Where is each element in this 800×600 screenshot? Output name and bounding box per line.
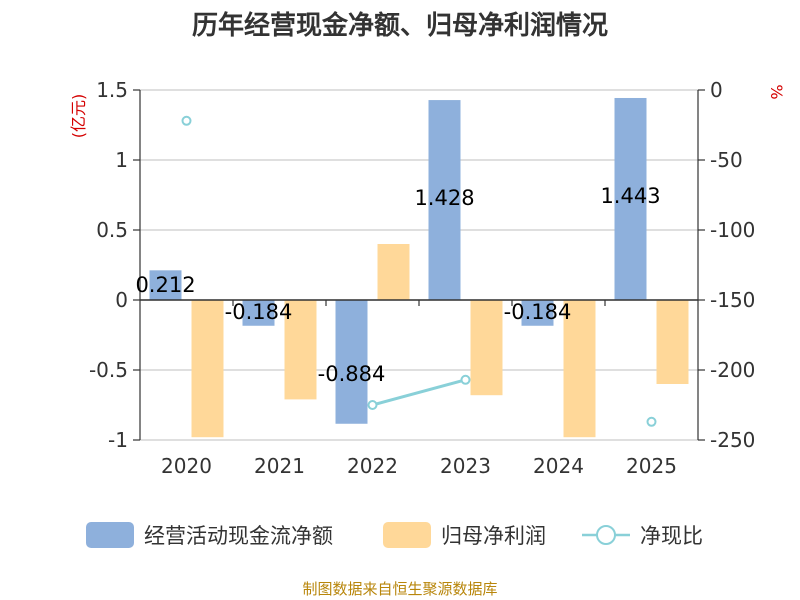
x-tick-label: 2023 [440, 454, 491, 478]
right-tick-label: -100 [710, 218, 755, 242]
left-tick-label: 0 [115, 288, 128, 312]
right-tick-label: -250 [710, 428, 755, 452]
x-axis-ticks: 2020 2021 2022 2023 2024 2025 [161, 300, 677, 478]
right-tick-label: 0 [710, 78, 723, 102]
cashflow-value-label: 0.212 [135, 273, 195, 297]
right-tick-label: -50 [710, 148, 743, 172]
legend: 经营活动现金流净额 归母净利润 净现比 [86, 522, 703, 548]
x-tick-label: 2020 [161, 454, 212, 478]
source-note: 制图数据来自恒生聚源数据库 [302, 580, 497, 598]
cashflow-value-label: -0.184 [504, 300, 572, 324]
ratio-point [460, 374, 471, 385]
cashflow-value-label: -0.884 [318, 362, 386, 386]
cashflow-bar [335, 300, 368, 424]
legend-swatch-net-profit [383, 522, 431, 548]
legend-label-net-profit: 归母净利润 [441, 524, 546, 548]
net-profit-bar [470, 300, 503, 396]
net-profit-bar [563, 300, 596, 438]
ratio-point [646, 416, 657, 427]
left-tick-label: 1.5 [96, 78, 128, 102]
right-tick-label: -150 [710, 288, 755, 312]
x-tick-label: 2021 [254, 454, 305, 478]
cashflow-value-label: -0.184 [225, 300, 293, 324]
legend-label-cashflow: 经营活动现金流净额 [144, 524, 333, 548]
x-tick-label: 2024 [533, 454, 584, 478]
left-tick-label: -1 [108, 428, 128, 452]
ratio-line-segment [372, 378, 466, 407]
bars [140, 97, 698, 438]
cashflow-bar [242, 300, 275, 326]
grid [139, 89, 699, 441]
cashflow-bar [149, 270, 182, 300]
ratio-line [181, 115, 657, 427]
cashflow-bar [428, 100, 461, 300]
ratio-point [367, 400, 378, 410]
x-tick-label: 2022 [347, 454, 398, 478]
net-profit-bar [191, 300, 224, 438]
cashflow-bar [521, 300, 554, 326]
net-profit-bar [284, 300, 317, 400]
chart-title: 历年经营现金净额、归母净利润情况 [192, 10, 608, 41]
right-tick-label: -200 [710, 358, 755, 382]
left-axis-ticks: 1.5 1 0.5 0 -0.5 -1 [89, 78, 140, 452]
left-tick-label: 1 [115, 148, 128, 172]
net-profit-bar [656, 300, 689, 384]
legend-swatch-ratio-marker [596, 525, 616, 545]
left-tick-label: 0.5 [96, 218, 128, 242]
cashflow-value-label: 1.443 [600, 184, 660, 208]
cashflow-value-label: 1.428 [414, 186, 474, 210]
right-axis-ticks: 0 -50 -100 -150 -200 -250 [698, 78, 755, 452]
right-axis-unit: % [767, 84, 786, 99]
legend-swatch-cashflow [86, 522, 134, 548]
left-tick-label: -0.5 [89, 358, 128, 382]
left-axis-unit: (亿元) [69, 94, 88, 139]
data-labels: 0.212 -0.184 -0.884 1.428 -0.184 1.443 [135, 184, 660, 386]
legend-label-ratio: 净现比 [640, 524, 703, 548]
ratio-point [181, 115, 192, 126]
net-profit-bar [377, 244, 410, 300]
x-tick-label: 2025 [626, 454, 677, 478]
cashflow-bar [614, 97, 647, 300]
